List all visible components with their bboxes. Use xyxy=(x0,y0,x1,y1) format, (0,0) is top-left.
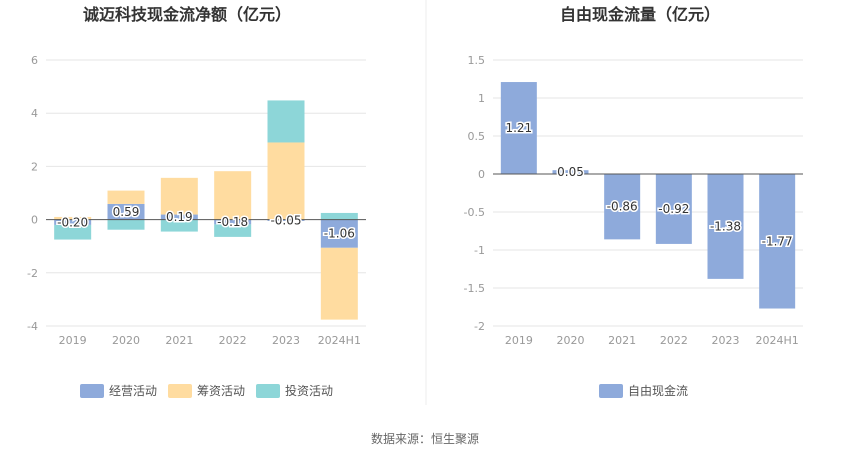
chart1-ytick-label: -2 xyxy=(27,267,38,280)
chart1-data-label: -0.20 xyxy=(57,215,88,229)
chart1-bar-经营活动-2022 xyxy=(214,219,252,225)
chart2-ytick-label: 1 xyxy=(478,92,485,105)
chart1-legend-label: 经营活动 xyxy=(109,384,157,398)
chart2-ytick-label: -1 xyxy=(474,244,485,257)
chart1-bar-筹资活动-2019 xyxy=(54,216,92,220)
chart1-ytick-label: -4 xyxy=(27,320,38,333)
chart2-title: 自由现金流量（亿元） xyxy=(560,5,720,24)
chart1-xtick-label: 2023 xyxy=(272,334,300,347)
chart1-data-label: 0.19 xyxy=(166,210,193,224)
chart2-xtick-label: 2021 xyxy=(608,334,636,347)
chart1-data-label: 0.59 xyxy=(113,205,140,219)
chart2-ytick-label: -1.5 xyxy=(464,282,485,295)
chart1-bar-投资活动-2019 xyxy=(54,224,92,240)
chart2-ytick-label: 0.5 xyxy=(468,130,486,143)
chart2-data-label: -0.86 xyxy=(607,200,638,214)
chart2-xtick-label: 2022 xyxy=(660,334,688,347)
chart1-data-label: -1.06 xyxy=(324,227,355,241)
chart1-bar-经营活动-2023 xyxy=(267,219,305,221)
chart2-data-label: -1.38 xyxy=(710,219,741,233)
chart2-bar-自由现金流-2024H1 xyxy=(759,174,796,309)
chart2-xtick-label: 2019 xyxy=(505,334,533,347)
chart1-data-label: -0.18 xyxy=(217,215,248,229)
chart1-bar-筹资活动-2024H1 xyxy=(320,247,358,320)
chart1-bar-投资活动-2023 xyxy=(267,100,305,143)
chart2-legend-label: 自由现金流 xyxy=(628,383,688,398)
chart1-legend-label: 投资活动 xyxy=(285,383,333,398)
chart1-bar-筹资活动-2020 xyxy=(107,190,145,204)
chart1-xtick-label: 2021 xyxy=(165,334,193,347)
chart1-legend-swatch xyxy=(168,384,192,398)
chart2-bar-自由现金流-2023 xyxy=(707,174,744,279)
chart1-xtick-label: 2022 xyxy=(219,334,247,347)
chart2-xtick-label: 2020 xyxy=(557,334,585,347)
chart2-bar-自由现金流-2020 xyxy=(552,170,589,174)
chart1-legend-swatch xyxy=(80,384,104,398)
chart2-ytick-label: -2 xyxy=(474,320,485,333)
chart2-bar-自由现金流-2022 xyxy=(655,174,692,244)
chart1-bar-筹资活动-2023 xyxy=(267,142,305,220)
chart2-ytick-label: 0 xyxy=(478,168,485,181)
chart1-legend-label: 筹资活动 xyxy=(197,384,245,398)
chart1-bar-筹资活动-2022 xyxy=(214,171,252,220)
chart1-ytick-label: 4 xyxy=(31,107,38,120)
chart2-data-label: 0.05 xyxy=(557,165,584,179)
chart1-xtick-label: 2020 xyxy=(112,334,140,347)
chart2-data-label: -0.92 xyxy=(658,202,689,216)
chart1-title: 诚迈科技现金流净额（亿元） xyxy=(83,5,291,24)
chart2-data-label: 1.21 xyxy=(505,121,532,135)
chart1-bar-投资活动-2024H1 xyxy=(320,212,358,220)
chart1-ytick-label: 0 xyxy=(31,214,38,227)
chart2-bar-自由现金流-2019 xyxy=(500,82,537,174)
chart1-ytick-label: 6 xyxy=(31,54,38,67)
chart2-xtick-label: 2024H1 xyxy=(756,334,799,347)
chart2-ytick-label: -0.5 xyxy=(464,206,485,219)
chart1-bar-筹资活动-2021 xyxy=(160,177,198,215)
chart1-bar-经营活动-2019 xyxy=(54,219,92,225)
chart1-bar-经营活动-2021 xyxy=(160,214,198,220)
chart2-legend-swatch xyxy=(599,384,623,398)
chart1-bar-投资活动-2020 xyxy=(107,219,145,230)
chart1-bar-投资活动-2022 xyxy=(214,224,252,237)
chart1-bar-经营活动-2024H1 xyxy=(320,219,358,248)
chart2-data-label: -1.77 xyxy=(762,234,793,248)
chart2-xtick-label: 2023 xyxy=(712,334,740,347)
chart1-xtick-label: 2024H1 xyxy=(318,334,361,347)
chart1-legend-swatch xyxy=(256,384,280,398)
chart1-ytick-label: 2 xyxy=(31,160,38,173)
chart1-bar-投资活动-2021 xyxy=(160,219,198,232)
chart1-xtick-label: 2019 xyxy=(59,334,87,347)
source-note: 数据来源：恒生聚源 xyxy=(371,431,479,446)
chart1-data-label: -0.05 xyxy=(270,213,301,227)
chart2-bar-自由现金流-2021 xyxy=(604,174,641,240)
chart2-ytick-label: 1.5 xyxy=(468,54,486,67)
chart1-bar-经营活动-2020 xyxy=(107,203,145,220)
